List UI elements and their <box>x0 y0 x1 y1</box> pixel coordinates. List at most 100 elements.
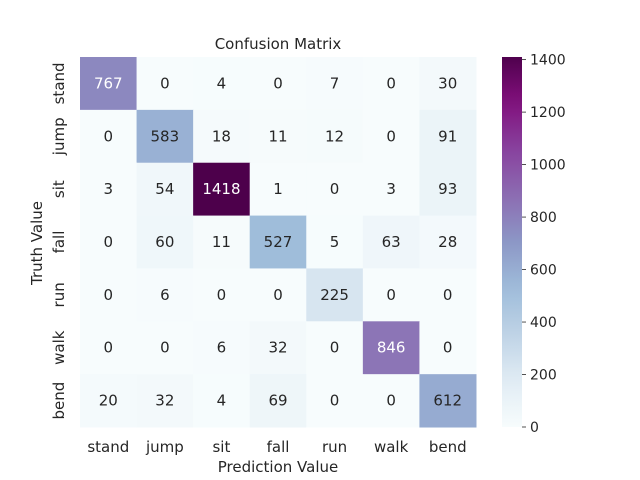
heatmap-cell <box>362 109 420 164</box>
heatmap-cell <box>419 374 477 428</box>
cell-value-label: 4 <box>217 392 227 410</box>
heatmap-cell <box>193 374 251 428</box>
heatmap-cell <box>362 57 420 111</box>
heatmap-cell <box>249 162 307 217</box>
cell-value-label: 527 <box>264 233 293 251</box>
x-tick-label: bend <box>429 438 467 456</box>
colorbar-tick-label: 1400 <box>530 53 566 69</box>
heatmap-cell <box>193 109 251 164</box>
cell-value-label: 0 <box>330 180 340 198</box>
x-axis-label: Prediction Value <box>218 458 338 476</box>
cell-value-label: 18 <box>212 127 231 145</box>
heatmap-cell <box>136 162 194 217</box>
cell-value-label: 0 <box>386 127 396 145</box>
cell-value-label: 32 <box>155 392 174 410</box>
heatmap-cell <box>136 109 194 164</box>
cell-value-label: 30 <box>438 74 457 92</box>
x-tick-label: stand <box>87 438 129 456</box>
heatmap-cell <box>362 162 420 217</box>
x-tick-label: sit <box>212 438 230 456</box>
heatmap-cell <box>193 162 251 217</box>
x-tick-label: jump <box>145 438 184 456</box>
heatmap-cell <box>80 321 138 375</box>
cell-value-label: 11 <box>212 233 231 251</box>
x-tick-label: run <box>322 438 347 456</box>
y-tick-label: fall <box>50 231 68 254</box>
heatmap-cell <box>419 162 477 217</box>
chart-title: Confusion Matrix <box>215 35 342 53</box>
heatmap-cell <box>306 374 364 428</box>
cell-value-label: 69 <box>268 392 287 410</box>
heatmap-cell <box>249 215 307 269</box>
y-tick-label: stand <box>50 62 68 104</box>
cell-value-label: 583 <box>151 127 180 145</box>
x-tick-label: walk <box>374 438 409 456</box>
cell-value-label: 0 <box>217 286 227 304</box>
cell-value-label: 3 <box>386 180 396 198</box>
heatmap-cell <box>249 57 307 111</box>
cell-value-label: 0 <box>273 74 283 92</box>
cell-value-label: 28 <box>438 233 457 251</box>
heatmap-cell <box>362 268 420 322</box>
cell-value-label: 612 <box>433 392 462 410</box>
heatmap-cell <box>136 215 194 269</box>
colorbar-tick-label: 1200 <box>530 105 566 121</box>
heatmap-cell <box>362 215 420 269</box>
heatmap-cell <box>249 268 307 322</box>
cell-value-label: 5 <box>330 233 340 251</box>
cell-value-label: 0 <box>386 392 396 410</box>
cell-value-label: 0 <box>443 286 453 304</box>
cell-value-label: 4 <box>217 74 227 92</box>
cell-value-label: 12 <box>325 127 344 145</box>
cell-value-label: 0 <box>160 339 170 357</box>
cell-value-label: 20 <box>99 392 118 410</box>
heatmap-cell <box>306 215 364 269</box>
cell-value-label: 0 <box>104 127 114 145</box>
cell-value-label: 846 <box>377 339 406 357</box>
heatmap-cell <box>193 321 251 375</box>
heatmap-cell <box>249 109 307 164</box>
heatmap-cell <box>80 109 138 164</box>
y-tick-label: sit <box>50 180 68 198</box>
y-tick-labels: stand jump sit fall run walk bend <box>50 62 68 419</box>
y-tick-label: bend <box>50 382 68 420</box>
cell-value-label: 0 <box>330 339 340 357</box>
cell-value-label: 225 <box>320 286 349 304</box>
heatmap-cell <box>306 321 364 375</box>
cell-value-label: 0 <box>104 339 114 357</box>
heatmap-cell <box>306 162 364 217</box>
heatmap-cell <box>249 321 307 375</box>
heatmap-cell <box>80 162 138 217</box>
heatmap-cell <box>136 57 194 111</box>
y-tick-label: walk <box>50 330 68 365</box>
colorbar-tick-label: 1000 <box>530 158 566 174</box>
cell-value-label: 0 <box>386 74 396 92</box>
cell-value-label: 0 <box>443 339 453 357</box>
heatmap-cells: 767 0 4 0 7 0 300 583 18 11 12 0 913 54 1418 1 0 3 930 60 11… <box>80 57 477 428</box>
cell-value-label: 6 <box>217 339 227 357</box>
y-tick-label: jump <box>50 117 68 156</box>
cell-value-label: 91 <box>438 127 457 145</box>
heatmap-cell <box>419 215 477 269</box>
cell-value-label: 7 <box>330 74 340 92</box>
cell-value-label: 63 <box>382 233 401 251</box>
heatmap-cell <box>136 268 194 322</box>
cell-value-label: 0 <box>160 74 170 92</box>
cell-value-label: 767 <box>94 74 123 92</box>
cell-value-label: 0 <box>273 286 283 304</box>
heatmap-cell <box>419 57 477 111</box>
heatmap-cell <box>80 374 138 428</box>
x-tick-label: fall <box>267 438 290 456</box>
cell-value-label: 3 <box>104 180 114 198</box>
heatmap-cell <box>80 57 138 111</box>
colorbar-tick-label: 800 <box>530 210 557 226</box>
heatmap-cell <box>362 321 420 375</box>
heatmap-cell <box>306 109 364 164</box>
heatmap-cell <box>249 374 307 428</box>
heatmap-cell <box>419 109 477 164</box>
colorbar <box>502 57 522 427</box>
cell-value-label: 1 <box>273 180 283 198</box>
colorbar-tick-label: 400 <box>530 315 557 331</box>
heatmap-cell <box>193 57 251 111</box>
